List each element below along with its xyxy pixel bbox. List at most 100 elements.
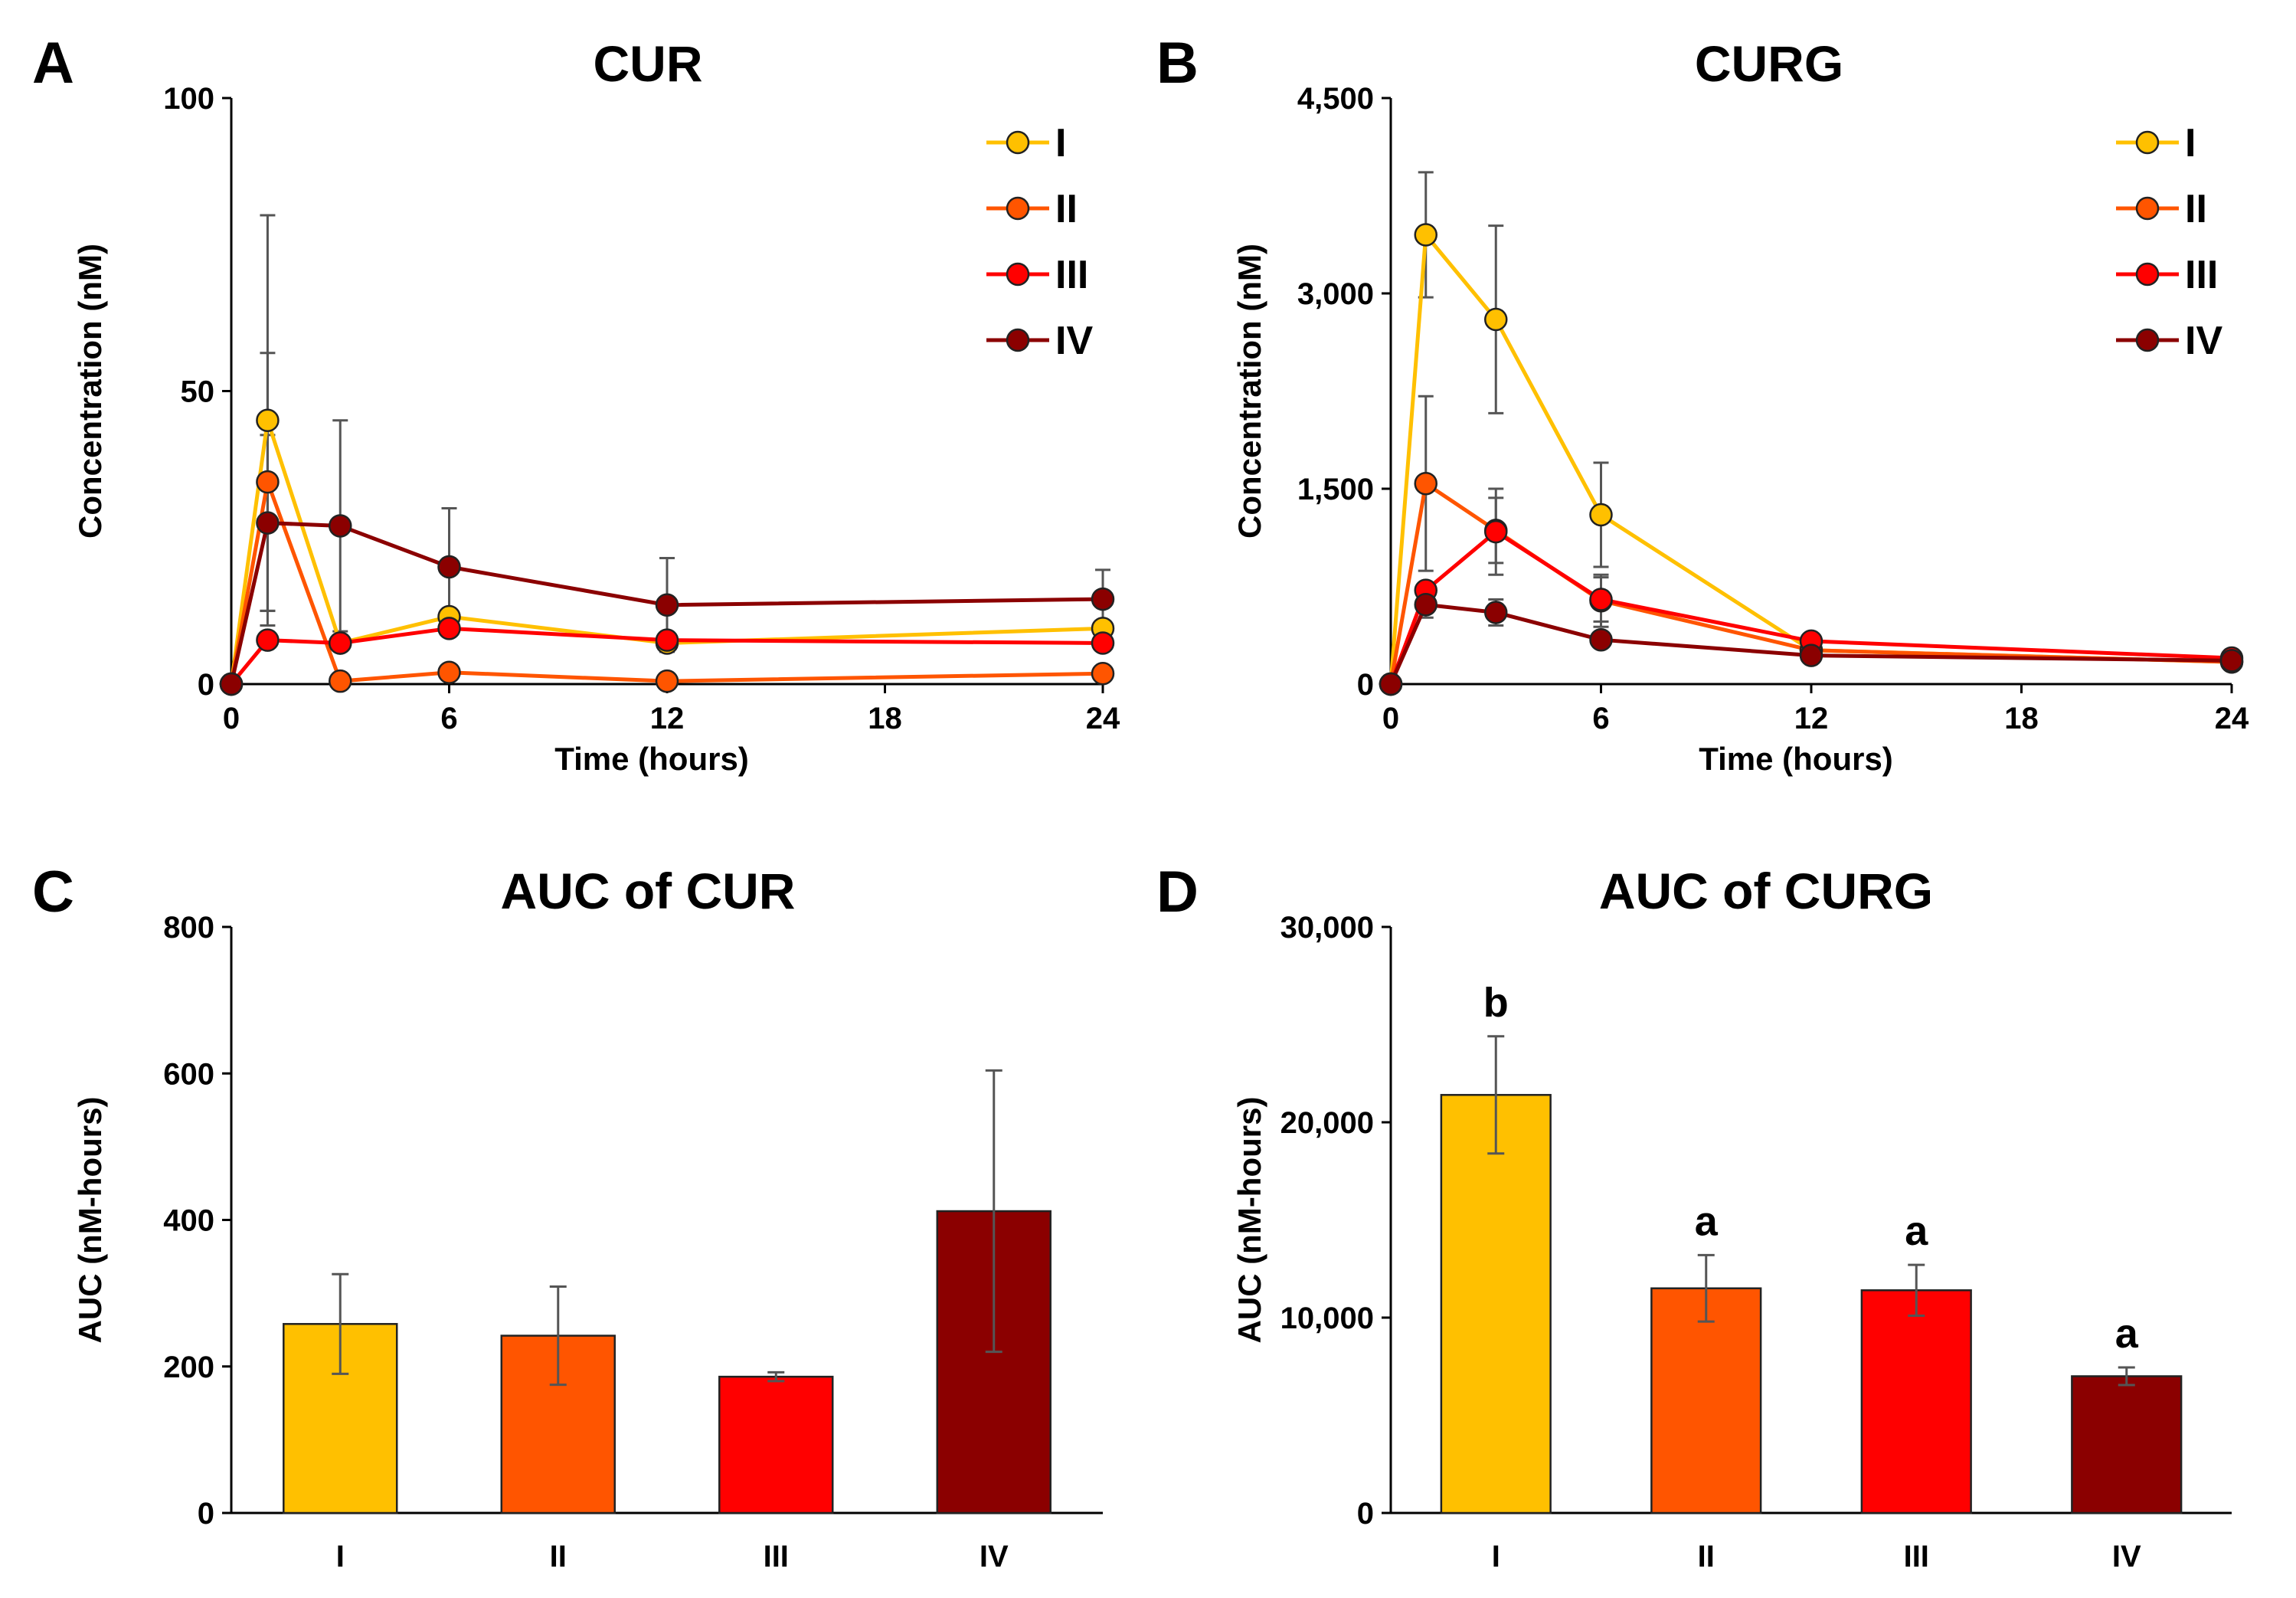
- panel-d-y-axis-title: AUC (nM-hours): [1231, 1097, 1267, 1344]
- panel-a-y-tick-label: 0: [198, 668, 214, 702]
- panel-b-y-tick-label: 4,500: [1297, 82, 1374, 116]
- panel-d-y-tick-label: 20,000: [1280, 1106, 1374, 1140]
- panel-b-x-tick-label: 18: [2004, 702, 2039, 735]
- panel-d-bar-III: [1860, 1289, 1972, 1514]
- panel-d-x-tick-label: IV: [2112, 1540, 2141, 1573]
- panel-a-series-IV-point: [1091, 587, 1115, 611]
- panel-a-legend-label-III: III: [1055, 253, 1088, 297]
- panel-b-series-IV-point: [1484, 601, 1508, 624]
- panel-b-legend-label-II: II: [2185, 187, 2207, 231]
- panel-a-x-axis-title: Time (hours): [554, 741, 749, 777]
- panel-a-legend-label-IV: IV: [1055, 319, 1093, 363]
- panel-c-y-tick-label: 800: [163, 911, 214, 945]
- panel-b-title: CURG: [1695, 35, 1843, 92]
- panel-c-letter: C: [32, 860, 74, 925]
- panel-b-legend-label-III: III: [2185, 253, 2218, 297]
- panel-a-series-II-point: [655, 669, 679, 693]
- panel-b-y-tick-label: 1,500: [1297, 473, 1374, 506]
- panel-a-series-IV-point: [655, 593, 679, 617]
- panel-a-series-IV-point: [256, 511, 280, 535]
- panel-a-y-axis-title: Concentration (nM): [72, 244, 108, 539]
- panel-a-series-II-point: [256, 470, 280, 494]
- panel-b-series-III-point: [1484, 519, 1508, 544]
- panel-b-series-I-point: [1414, 223, 1437, 247]
- panel-b-x-axis-title: Time (hours): [1699, 741, 1893, 777]
- panel-d-x-tick-label: II: [1698, 1540, 1715, 1573]
- panel-a-series-IV-point: [437, 555, 461, 579]
- panel-b-legend-label-I: I: [2185, 121, 2196, 165]
- panel-c-title: AUC of CUR: [501, 863, 796, 919]
- panel-b-series-IV-point: [1379, 672, 1403, 696]
- panel-b-series-IV-point: [1414, 593, 1437, 617]
- panel-b-x-tick-label: 0: [1382, 702, 1399, 735]
- panel-b-legend-marker-II: [2135, 196, 2160, 221]
- panel-c-x-tick-label: I: [336, 1540, 345, 1573]
- panel-a-series-III-point: [1091, 631, 1115, 655]
- panel-d-x-tick-label: III: [1904, 1540, 1929, 1573]
- panel-a-y-tick-label: 100: [163, 82, 214, 116]
- panel-d-bar-I: [1440, 1094, 1552, 1514]
- panel-d: D AUC of CURG 0 10,000 20,000 30,000 AUC (nM…: [1156, 860, 2232, 1573]
- panel-d-x-tick-label: I: [1492, 1540, 1500, 1573]
- panel-a-legend-label-II: II: [1055, 187, 1078, 231]
- panel-c-y-tick-label: 400: [163, 1204, 214, 1238]
- panel-a-series-IV-point: [329, 514, 352, 538]
- panel-d-y-tick-label: 10,000: [1280, 1302, 1374, 1335]
- panel-d-significance-letter: a: [1695, 1198, 1719, 1244]
- panel-b-series-I-point: [1589, 503, 1613, 527]
- panel-d-significance-letter: b: [1483, 980, 1509, 1026]
- panel-a-x-tick-label: 6: [440, 702, 457, 735]
- panel-b-series-III-point: [1589, 588, 1613, 611]
- panel-b-plot: 0 1,500 3,000 4,500 Concentration (nM) 0 6 12 18…: [1231, 82, 2249, 777]
- panel-b-series-IV-point: [1589, 627, 1613, 652]
- panel-b-legend-marker-I: [2135, 130, 2160, 155]
- panel-b-y-tick-label: 3,000: [1297, 277, 1374, 311]
- panel-a-x-tick-label: 12: [650, 702, 685, 735]
- panel-a-legend-label-I: I: [1055, 121, 1066, 165]
- panel-d-plot: 0 10,000 20,000 30,000 AUC (nM-hours) Ib II a II…: [1231, 911, 2232, 1573]
- panel-c-y-tick-label: 200: [163, 1351, 214, 1384]
- panel-c-y-tick-label: 0: [198, 1497, 214, 1531]
- panel-a-series-II-point: [329, 669, 352, 693]
- panel-a-title: CUR: [594, 35, 703, 92]
- panel-b-series-IV-line: [1388, 602, 2232, 686]
- panel-c: C AUC of CUR 0 200 400 600 800 AUC (nM-hours)…: [32, 860, 1103, 1573]
- panel-b-series-II-point: [1414, 471, 1437, 496]
- panel-a-series-III-point: [256, 628, 280, 652]
- panel-b-x-tick-label: 24: [2215, 702, 2249, 735]
- panel-b-series-IV-point: [1799, 643, 1823, 667]
- panel-d-letter: D: [1156, 860, 1199, 925]
- panel-a-x-tick-label: 18: [868, 702, 902, 735]
- panel-d-y-tick-label: 0: [1357, 1497, 1374, 1531]
- panel-c-y-tick-label: 600: [163, 1057, 214, 1091]
- panel-a: A CUR 0 50 100 Concentration (nM) 0 6 12 18 24 Ti…: [32, 31, 1120, 777]
- panel-b-legend-marker-IV: [2135, 328, 2160, 352]
- panel-c-bar-III: [718, 1375, 834, 1514]
- panel-b-series-IV-point: [2219, 649, 2244, 673]
- panel-b-legend-marker-III: [2135, 262, 2160, 287]
- panel-b-letter: B: [1156, 31, 1199, 96]
- panel-b-legend-label-IV: IV: [2185, 319, 2222, 363]
- panel-a-y-tick-label: 50: [181, 375, 215, 409]
- panel-a-series-III-point: [329, 631, 352, 655]
- panel-d-significance-letter: a: [2115, 1311, 2139, 1357]
- panel-a-series-IV-line: [229, 521, 1104, 685]
- panel-a-legend-marker-I: [1006, 130, 1030, 155]
- panel-b-x-tick-label: 6: [1592, 702, 1609, 735]
- panel-a-series-III-point: [655, 628, 679, 652]
- panel-c-x-tick-label: II: [550, 1540, 567, 1573]
- panel-d-y-tick-label: 30,000: [1280, 911, 1374, 945]
- panel-a-series-I-point: [256, 408, 280, 432]
- panel-b-series-I-point: [1484, 307, 1508, 332]
- panel-c-x-tick-label: III: [764, 1540, 789, 1573]
- panel-a-series-II-point: [437, 660, 461, 684]
- panel-b-x-tick-label: 12: [1794, 702, 1829, 735]
- panel-a-letter: A: [32, 31, 74, 96]
- panel-a-plot: 0 50 100 Concentration (nM) 0 6 12 18 24 Time (ho…: [72, 82, 1120, 777]
- panel-a-series-IV-point: [219, 672, 244, 696]
- panel-d-significance-letter: a: [1905, 1208, 1928, 1254]
- panel-a-legend-marker-II: [1006, 196, 1030, 221]
- panel-a-x-tick-label: 24: [1086, 702, 1120, 735]
